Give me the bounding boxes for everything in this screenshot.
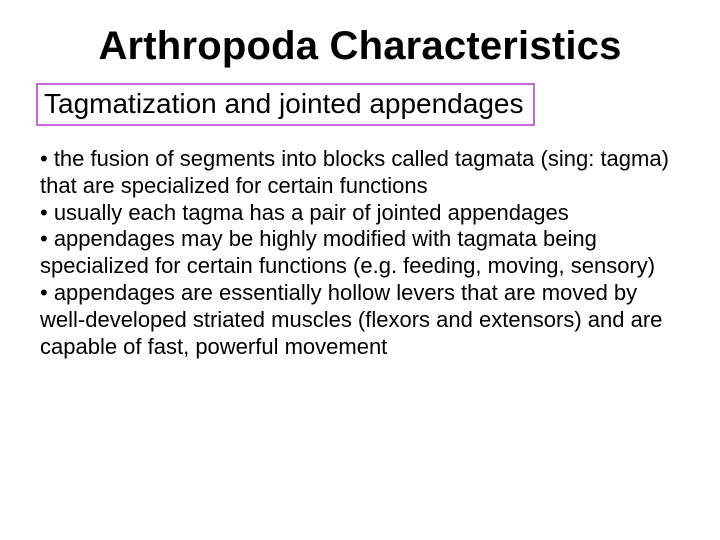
slide: Arthropoda Characteristics Tagmatization… <box>0 0 720 540</box>
subtitle-box: Tagmatization and jointed appendages <box>36 83 535 126</box>
bullet-4: • appendages are essentially hollow leve… <box>40 280 674 360</box>
slide-title: Arthropoda Characteristics <box>36 24 684 69</box>
bullet-1: • the fusion of segments into blocks cal… <box>40 146 674 200</box>
bullet-2: • usually each tagma has a pair of joint… <box>40 200 674 227</box>
slide-subtitle: Tagmatization and jointed appendages <box>44 88 523 119</box>
bullet-3: • appendages may be highly modified with… <box>40 226 674 280</box>
body-text: • the fusion of segments into blocks cal… <box>40 146 674 361</box>
